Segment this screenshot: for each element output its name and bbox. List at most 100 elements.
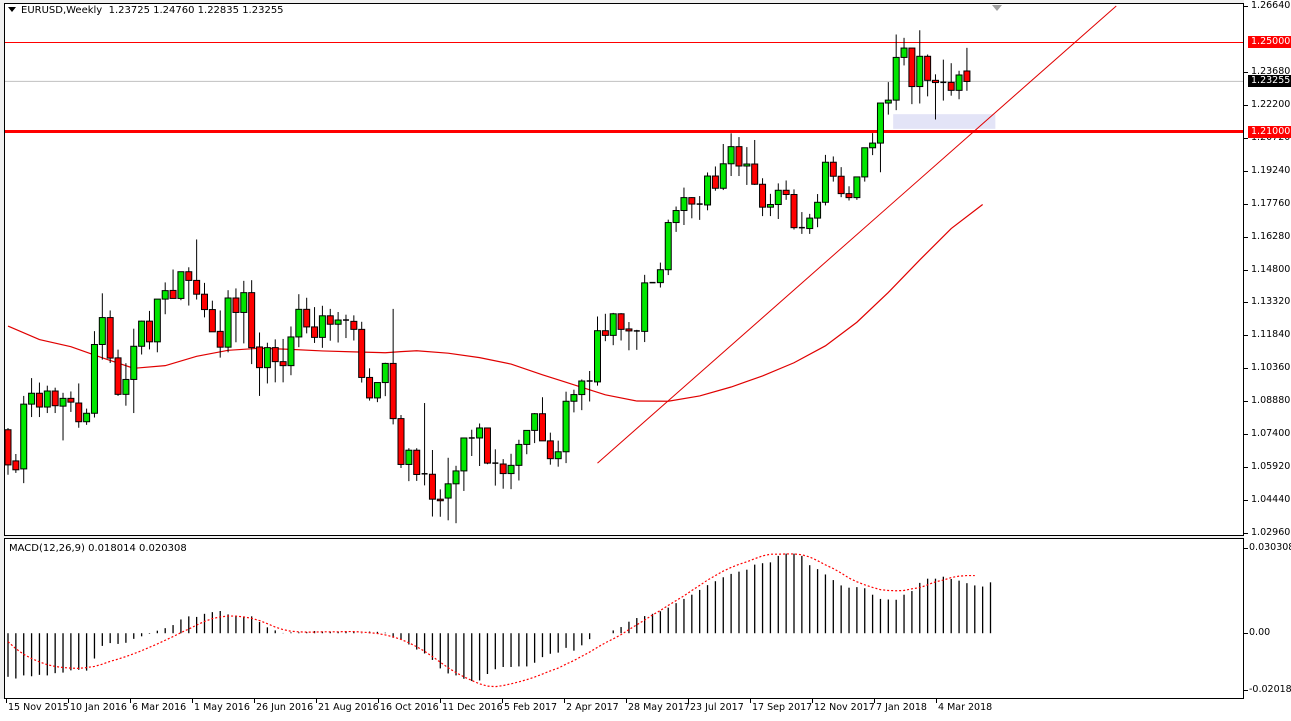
candle-bullish: [476, 427, 484, 439]
chart-shift-marker-icon[interactable]: [992, 5, 1002, 11]
candle-bullish: [821, 161, 829, 203]
price-tick-label: 1.14800: [1251, 263, 1291, 275]
time-tick-mark: [812, 699, 813, 703]
time-tick-label: 10 Jan 2016: [70, 702, 127, 713]
dropdown-arrow-icon[interactable]: [8, 7, 16, 12]
price-tick-label: 1.11840: [1251, 329, 1291, 341]
price-tick-label: 1.08880: [1251, 395, 1291, 407]
candle-bullish: [381, 362, 389, 384]
price-tick-mark: [1244, 500, 1248, 502]
price-tick-label: 1.16280: [1251, 230, 1291, 242]
candle-bullish: [177, 271, 185, 299]
time-tick-label: 1 May 2016: [194, 702, 250, 713]
time-tick-label: 15 Nov 2015: [8, 702, 69, 713]
candle-bearish: [829, 161, 837, 177]
time-axis[interactable]: [0, 699, 1291, 721]
price-tick-mark: [1244, 71, 1248, 73]
time-tick-mark: [316, 699, 317, 703]
candle-bearish: [271, 347, 279, 363]
candle-bullish: [515, 443, 523, 466]
level-price-tag: 1.25000: [1248, 36, 1291, 49]
candle-bearish: [12, 460, 20, 471]
price-chart-pane[interactable]: [4, 3, 1244, 536]
candle-bearish: [924, 55, 932, 81]
candle-bearish: [350, 320, 358, 330]
time-tick-label: 5 Feb 2017: [504, 702, 558, 713]
price-tick-label: 1.19240: [1251, 164, 1291, 176]
candle-bullish: [672, 210, 680, 224]
candle-bearish: [546, 440, 554, 460]
time-tick-label: 28 May 2017: [628, 702, 690, 713]
time-tick-mark: [564, 699, 565, 703]
time-tick-label: 12 Nov 2017: [814, 702, 875, 713]
candle-bullish: [161, 290, 169, 300]
candle-bullish: [594, 330, 601, 383]
candle-bullish: [900, 47, 908, 58]
macd-axis[interactable]: [1244, 538, 1291, 699]
candle-bullish: [130, 345, 138, 380]
candle-bearish: [256, 346, 264, 369]
candle-bearish: [908, 47, 916, 88]
macd-tick-mark: [1244, 633, 1248, 635]
price-tick-mark: [1244, 533, 1248, 534]
time-tick-mark: [440, 699, 441, 703]
candle-bullish: [444, 483, 452, 499]
candle-bearish: [311, 326, 319, 338]
time-tick-label: 26 Jun 2016: [256, 702, 314, 713]
candle-bearish: [114, 357, 122, 395]
candle-bullish: [853, 176, 861, 199]
candle-bearish: [5, 429, 12, 466]
price-tick-label: 1.17760: [1251, 197, 1291, 209]
candle-bearish: [67, 397, 75, 403]
candle-bearish: [326, 315, 334, 325]
candle-bullish: [287, 336, 295, 367]
price-tick-label: 1.07400: [1251, 428, 1291, 440]
time-tick-mark: [750, 699, 751, 703]
price-tick-mark: [1244, 137, 1248, 139]
candle-bullish: [452, 470, 460, 485]
candle-bullish: [814, 201, 822, 219]
macd-indicator-pane[interactable]: [4, 538, 1244, 699]
candle-bullish: [138, 320, 146, 347]
trendline: [597, 5, 1117, 464]
candle-bearish: [389, 362, 397, 420]
candle-bearish: [625, 328, 633, 332]
macd-tick-label: -0.020187: [1249, 684, 1291, 695]
candle-bearish: [688, 197, 696, 205]
time-tick-mark: [6, 699, 7, 703]
candle-bullish: [876, 102, 884, 144]
candle-bullish: [554, 451, 562, 460]
candle-bearish: [413, 449, 421, 475]
candle-bearish: [193, 279, 201, 295]
candle-bullish: [869, 142, 877, 149]
price-tick-label: 1.02960: [1251, 527, 1291, 538]
candle-bullish: [916, 55, 924, 88]
candle-bearish: [358, 328, 366, 378]
time-tick-label: 21 Aug 2016: [318, 702, 379, 713]
price-tick-label: 1.04440: [1251, 494, 1291, 506]
time-tick-label: 7 Jan 2018: [876, 702, 927, 713]
candle-bullish: [774, 189, 782, 206]
candle-bullish: [641, 282, 649, 332]
time-tick-mark: [68, 699, 69, 703]
candle-bullish: [405, 449, 413, 465]
candle-bearish: [51, 390, 59, 407]
level-price-tag: 1.21000: [1248, 125, 1291, 138]
time-tick-mark: [502, 699, 503, 703]
candle-bullish: [570, 394, 578, 402]
candle-bullish: [884, 99, 892, 104]
price-axis[interactable]: [1244, 0, 1291, 538]
symbol-timeframe: EURUSD,Weekly: [21, 5, 103, 16]
candle-bullish: [59, 397, 67, 407]
price-tick-label: 1.10360: [1251, 362, 1291, 374]
candle-bearish: [790, 194, 798, 229]
candle-bearish: [947, 81, 955, 91]
candle-bullish: [373, 382, 381, 399]
candle-bullish: [806, 217, 814, 230]
candle-bullish: [334, 319, 342, 325]
candle-bullish: [90, 343, 98, 414]
candle-bearish: [279, 361, 287, 367]
candle-bearish: [201, 293, 208, 311]
macd-title: MACD(12,26,9) 0.018014 0.020308: [9, 543, 187, 554]
candle-bearish: [751, 163, 759, 185]
